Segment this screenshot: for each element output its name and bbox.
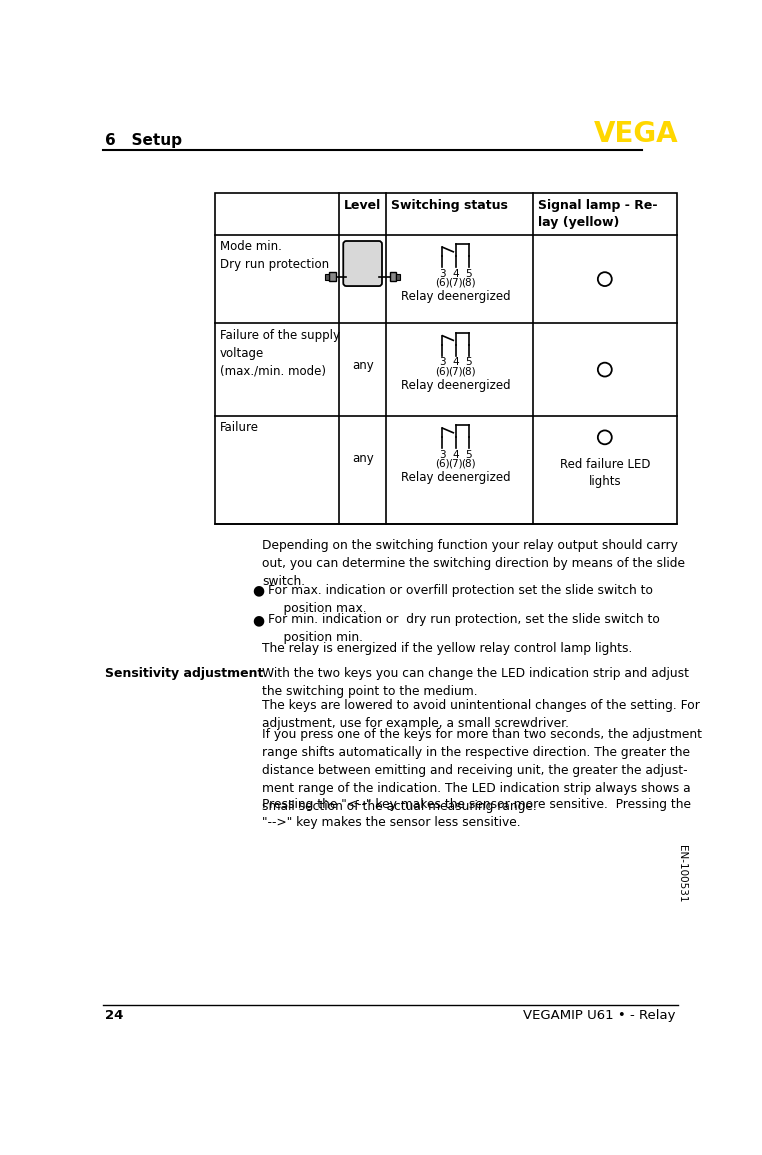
Text: The relay is energized if the yellow relay control lamp lights.: The relay is energized if the yellow rel… (262, 642, 632, 655)
Bar (396, 274, 400, 280)
Text: (6): (6) (435, 459, 450, 469)
Text: Failure of the supply
voltage
(max./min. mode): Failure of the supply voltage (max./min.… (220, 329, 340, 378)
Text: 3: 3 (439, 357, 446, 367)
Text: 3: 3 (439, 269, 446, 278)
FancyBboxPatch shape (343, 241, 382, 286)
Text: 4: 4 (453, 357, 459, 367)
Text: The keys are lowered to avoid unintentional changes of the setting. For
adjustme: The keys are lowered to avoid unintentio… (262, 699, 700, 730)
Text: For max. indication or overfill protection set the slide switch to
    position : For max. indication or overfill protecti… (268, 583, 653, 614)
Text: 5: 5 (466, 269, 472, 278)
Text: If you press one of the keys for more than two seconds, the adjustment
range shi: If you press one of the keys for more th… (262, 729, 702, 813)
Text: VEGAMIP U61 • - Relay: VEGAMIP U61 • - Relay (523, 1009, 676, 1022)
Text: (8): (8) (462, 278, 476, 288)
Text: (8): (8) (462, 459, 476, 469)
Text: 24: 24 (105, 1009, 123, 1022)
Text: (6): (6) (435, 366, 450, 377)
Text: Pressing the "<--" key makes the sensor more sensitive.  Pressing the
"-->" key : Pressing the "<--" key makes the sensor … (262, 798, 691, 829)
Text: ●: ● (252, 583, 264, 597)
Text: 6   Setup: 6 Setup (104, 133, 181, 148)
Text: (7): (7) (448, 366, 463, 377)
Text: 5: 5 (466, 449, 472, 460)
Text: Level: Level (344, 199, 381, 211)
Bar (216, 193, 677, 523)
Text: (7): (7) (448, 278, 463, 288)
Text: ●: ● (252, 613, 264, 627)
Bar (329, 273, 335, 282)
Bar (389, 273, 396, 282)
Text: Relay deenergized: Relay deenergized (401, 290, 511, 304)
Text: EN-100531: EN-100531 (677, 845, 687, 903)
Text: Relay deenergized: Relay deenergized (401, 379, 511, 392)
Text: 4: 4 (453, 449, 459, 460)
Text: With the two keys you can change the LED indication strip and adjust
the switchi: With the two keys you can change the LED… (262, 666, 689, 698)
Text: Switching status: Switching status (391, 199, 507, 211)
Text: VEGA: VEGA (594, 120, 678, 148)
Text: Relay deenergized: Relay deenergized (401, 471, 511, 484)
Text: any: any (352, 359, 373, 372)
Text: Signal lamp - Re-
lay (yellow): Signal lamp - Re- lay (yellow) (538, 199, 658, 229)
Text: Sensitivity adjustment: Sensitivity adjustment (105, 666, 264, 680)
Text: (7): (7) (448, 459, 463, 469)
Text: Mode min.
Dry run protection: Mode min. Dry run protection (220, 240, 329, 271)
Text: any: any (352, 452, 373, 464)
Text: Red failure LED
lights: Red failure LED lights (559, 459, 650, 489)
Text: (6): (6) (435, 278, 450, 288)
Text: For min. indication or  dry run protection, set the slide switch to
    position: For min. indication or dry run protectio… (268, 613, 660, 644)
Text: Depending on the switching function your relay output should carry
out, you can : Depending on the switching function your… (262, 539, 685, 588)
Text: Failure: Failure (220, 422, 259, 434)
Text: 5: 5 (466, 357, 472, 367)
Text: 3: 3 (439, 449, 446, 460)
Bar (325, 274, 329, 280)
Text: 4: 4 (453, 269, 459, 278)
Text: (8): (8) (462, 366, 476, 377)
